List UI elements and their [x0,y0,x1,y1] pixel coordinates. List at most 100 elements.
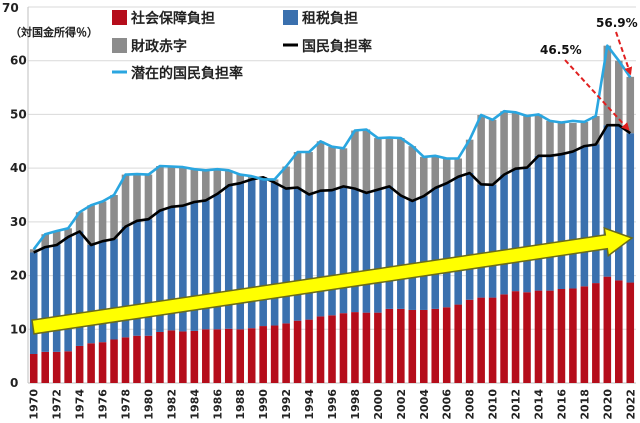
bar-social-2011 [500,294,508,383]
bar-deficit-1973 [64,228,72,237]
bar-social-1987 [224,328,233,383]
x-tick-1992: 1992 [280,389,293,420]
bar-social-2019 [592,283,600,383]
bar-social-1985 [202,329,210,383]
bar-social-1977 [110,339,118,383]
bar-deficit-1979 [133,174,141,221]
legend-swatch-tax [283,10,298,25]
bar-social-2012 [511,291,520,383]
bar-tax-1972 [52,244,61,352]
y-axis-ticks: 0 10 20 30 40 50 60 [10,54,27,390]
bar-deficit-1975 [87,205,95,245]
bar-deficit-2001 [385,137,394,187]
bar-tax-2013 [523,167,531,293]
bar-tax-1976 [98,241,107,343]
bar-deficit-2010 [488,119,497,185]
bar-deficit-1981 [156,165,164,211]
bar-deficit-1993 [293,152,302,188]
bar-tax-1995 [316,190,325,317]
bar-social-1994 [305,319,313,383]
bar-deficit-2020 [603,45,612,126]
bar-deficit-2014 [534,114,543,156]
bar-social-1973 [64,351,72,383]
bar-social-2014 [534,290,543,383]
bar-tax-1999 [362,192,371,313]
bar-deficit-2016 [557,122,566,155]
bar-social-2013 [523,292,531,383]
annotation-arrow-potential [615,31,633,76]
bar-deficit-2000 [374,138,382,190]
bar-social-2020 [603,276,612,383]
bar-social-2007 [454,304,462,383]
bar-deficit-2018 [580,121,589,147]
bar-tax-1983 [179,205,187,332]
x-tick-1970: 1970 [28,389,41,420]
bar-tax-1985 [202,200,210,330]
bar-tax-2018 [580,146,589,287]
bar-tax-2002 [397,195,405,309]
bar-tax-2016 [557,154,566,289]
bar-deficit-2011 [500,111,508,175]
x-tick-1982: 1982 [165,389,178,420]
bar-tax-1971 [41,247,49,352]
bar-deficit-2006 [442,158,451,184]
bar-tax-2000 [374,189,382,313]
bar-tax-1992 [282,188,290,324]
legend-label-potential: 潜在的国民負担率 [131,65,243,82]
bar-tax-1991 [270,182,279,326]
bar-social-1996 [328,315,336,383]
bar-tax-1980 [144,219,153,336]
bar-deficit-2022 [626,76,635,134]
bar-social-2000 [374,312,382,383]
bar-deficit-1972 [52,230,61,245]
bar-deficit-1996 [328,146,336,191]
bar-social-1971 [41,351,49,383]
y-tick-70: 70 [2,1,19,15]
bar-tax-2003 [408,200,417,310]
y-tick-40: 40 [10,161,27,175]
unit-label: （対国金所得％） [10,25,98,39]
bar-tax-2009 [477,184,485,298]
x-tick-2004: 2004 [418,389,431,420]
x-tick-2006: 2006 [441,389,454,420]
bar-deficit-2012 [511,112,520,169]
bars [29,45,635,383]
x-tick-2010: 2010 [487,389,500,420]
bar-deficit-2003 [408,146,417,201]
x-tick-2002: 2002 [395,389,408,420]
bar-deficit-2019 [592,116,600,145]
bar-tax-2010 [488,184,497,298]
bar-tax-2005 [431,188,440,309]
bar-deficit-2008 [465,139,474,173]
legend-label-social: 社会保障負担 [130,10,215,27]
y-tick-20: 20 [10,269,27,283]
bar-social-2021 [615,280,623,383]
bar-deficit-1974 [75,212,84,232]
x-tick-2022: 2022 [624,389,637,420]
bar-tax-1986 [213,193,222,330]
bar-deficit-1984 [190,169,199,202]
bar-social-1980 [144,335,153,383]
bar-social-1975 [87,343,95,383]
bar-social-2017 [569,288,577,383]
annotation-national-2022: 46.5% [540,43,582,57]
x-axis-ticks: 1970 1972 1974 1976 1978 1980 1982 1984 1986 1988… [28,389,638,420]
bar-deficit-1971 [41,234,49,248]
line-national-burden [33,123,632,254]
bar-deficit-2013 [523,116,531,168]
x-tick-1984: 1984 [188,389,201,420]
bar-deficit-1987 [224,170,233,186]
bar-deficit-1980 [144,174,153,220]
bar-social-1992 [282,323,290,383]
bar-tax-1977 [110,239,118,340]
bar-tax-1975 [87,244,95,344]
bar-social-1986 [213,329,222,383]
x-tick-1990: 1990 [257,389,270,420]
bar-tax-2008 [465,172,474,300]
bar-deficit-1983 [179,167,187,206]
bar-social-1991 [270,325,279,383]
bar-social-1993 [293,320,302,383]
bar-tax-1994 [305,194,313,320]
bar-tax-2015 [546,155,554,291]
bar-deficit-2009 [477,114,485,185]
